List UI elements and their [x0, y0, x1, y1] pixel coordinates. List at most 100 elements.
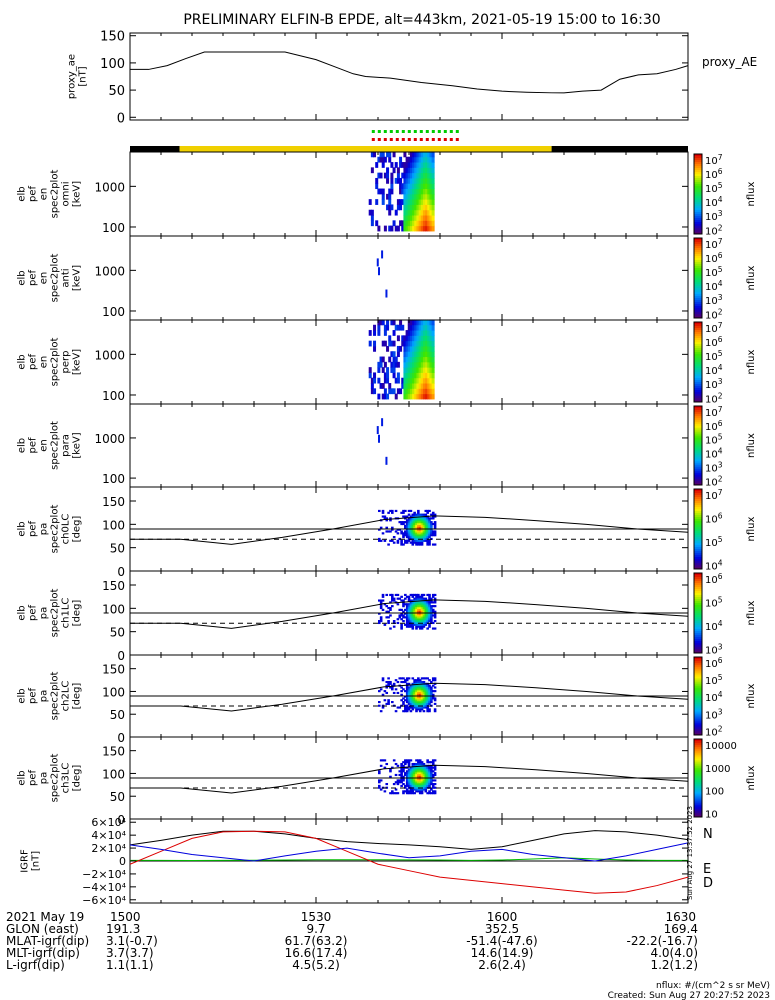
colorbar-segment	[694, 729, 702, 732]
pitch-angle-cell	[420, 766, 424, 769]
colorbar-label: nflux	[746, 433, 757, 458]
colorbar-segment	[694, 637, 702, 640]
pitch-angle-cell	[417, 601, 420, 604]
pitch-angle-cell	[424, 526, 428, 529]
pitch-angle-cell	[411, 762, 415, 766]
pitch-angle-cell	[428, 539, 431, 542]
pitch-angle-cell	[413, 786, 416, 789]
pitch-angle-cell	[402, 620, 405, 623]
pitch-angle-cell	[426, 768, 429, 771]
pitch-angle-cell	[424, 701, 428, 704]
pitch-angle-cell	[426, 710, 429, 713]
colorbar-segment	[694, 740, 702, 744]
spectrogram-cell	[412, 356, 416, 363]
pitch-angle-cell	[426, 772, 429, 775]
colorbar-segment	[694, 196, 702, 199]
pitch-angle-cell	[426, 775, 429, 778]
spectrogram-cell	[399, 177, 403, 184]
pitch-angle-cell	[413, 702, 416, 705]
pitch-angle-cell	[411, 519, 415, 522]
y-axis-label: elb pef en spec2plot omni [keV]	[17, 170, 83, 219]
pitch-angle-cell	[420, 597, 424, 600]
pitch-angle-cell	[428, 509, 431, 513]
spectrogram-cell	[418, 330, 422, 336]
pitch-angle-cell	[413, 623, 416, 626]
pitch-angle-cell	[413, 792, 416, 795]
pitch-angle-cell	[409, 702, 413, 705]
pitch-angle-cell	[411, 539, 415, 542]
pitch-angle-cell	[404, 530, 407, 533]
spectrogram-cell	[420, 388, 424, 395]
spectrogram-cell	[390, 162, 394, 168]
y-axis-label-line: [deg]	[72, 600, 83, 627]
pitch-angle-cell	[402, 521, 405, 524]
pitch-angle-cell	[389, 768, 392, 771]
spectrogram-cell	[431, 324, 435, 331]
y-axis-label-line: [nT]	[31, 851, 42, 871]
y-axis-label-line: omni	[61, 182, 72, 207]
spectrogram-cell	[414, 225, 418, 232]
y-tick-label: 0	[117, 649, 125, 663]
spectrogram-cell	[414, 204, 418, 211]
colorbar-segment	[694, 705, 702, 709]
spectrogram-cell	[376, 426, 379, 435]
y-axis-label-line: pef	[28, 605, 39, 622]
colorbar-segment	[694, 344, 702, 347]
colorbar-segment	[694, 429, 702, 433]
ephemeris-value: 352.5	[485, 922, 519, 936]
spectrogram-cell	[409, 183, 413, 190]
colorbar-segment	[694, 264, 702, 267]
pitch-angle-cell	[413, 612, 416, 615]
spectrogram-cell	[416, 204, 420, 211]
pitch-angle-cell	[424, 603, 428, 606]
spectrogram-cell	[412, 162, 416, 168]
colorbar-tick-label: 100	[705, 787, 724, 798]
pitch-angle-cell	[407, 772, 411, 775]
colorbar-segment	[694, 184, 702, 187]
pitch-angle-cell	[417, 543, 420, 546]
pitch-angle-cell	[405, 536, 409, 539]
pitch-angle-cell	[411, 697, 415, 700]
colorbar-segment	[694, 703, 702, 707]
pitch-angle-cell	[428, 770, 431, 773]
pitch-angle-cell	[433, 605, 437, 608]
pitch-angle-cell	[433, 515, 437, 518]
pitch-angle-cell	[400, 693, 403, 696]
pitch-angle-cell	[411, 690, 415, 693]
pitch-angle-cell	[433, 783, 437, 786]
pitch-angle-cell	[409, 521, 413, 524]
spectrogram-cell	[429, 204, 433, 211]
spectrogram-cell	[418, 156, 422, 163]
pitch-angle-cell	[402, 770, 405, 773]
spectrogram-cell	[403, 335, 407, 342]
pitch-angle-cell	[413, 610, 416, 613]
spectrogram-cell	[427, 351, 431, 358]
spectrogram-cell	[422, 361, 426, 368]
spectrogram-cell	[403, 204, 407, 211]
colorbar-segment	[694, 489, 702, 492]
pitch-angle-cell	[409, 775, 413, 778]
colorbar-label: nflux	[746, 516, 757, 541]
colorbar-segment	[694, 256, 702, 259]
spectrogram-cell	[412, 172, 416, 179]
spectrogram-cell	[401, 225, 405, 232]
pitch-angle-cell	[422, 688, 426, 691]
spectrogram-cell	[420, 209, 424, 216]
spectrogram-cell	[403, 199, 407, 205]
colorbar-segment	[694, 787, 702, 791]
pitch-angle-cell	[409, 699, 413, 702]
pitch-angle-cell	[391, 526, 394, 529]
colorbar-segment	[694, 439, 702, 443]
pitch-angle-cell	[422, 621, 426, 625]
spectrogram-cell	[412, 209, 416, 216]
colorbar-segment	[694, 332, 702, 335]
pitch-angle-cell	[415, 519, 418, 522]
pitch-angle-cell	[398, 706, 402, 709]
colorbar-segment	[694, 595, 702, 598]
spectrogram-cell	[396, 177, 400, 184]
spectrogram-cell	[414, 172, 418, 179]
spectrogram-cell	[425, 340, 429, 347]
spectrogram-cell	[409, 151, 413, 158]
colorbar-segment	[694, 230, 702, 233]
